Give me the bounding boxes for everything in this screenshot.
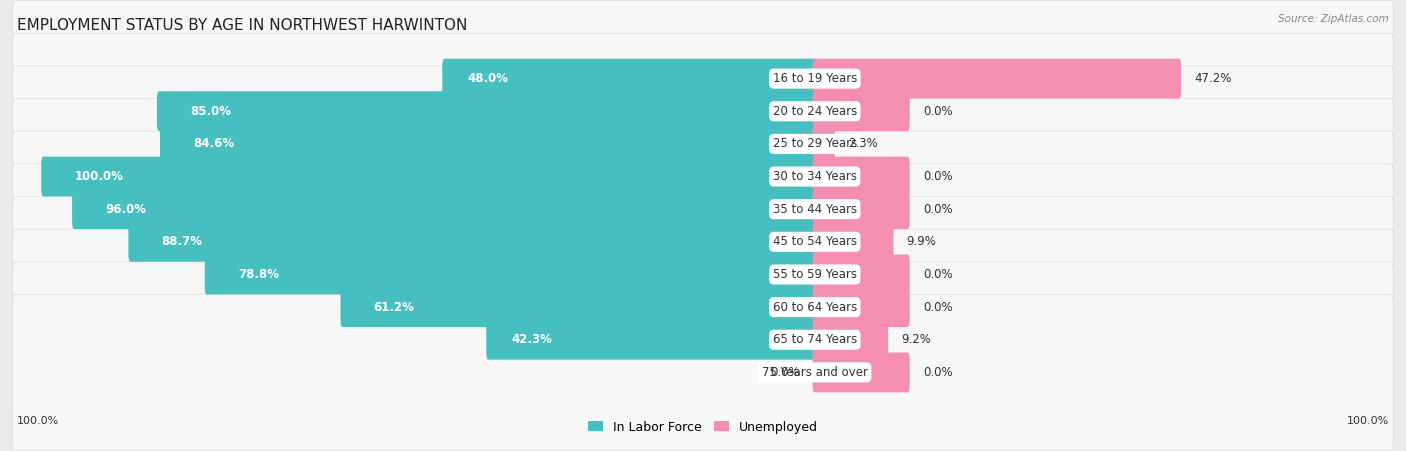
FancyBboxPatch shape (486, 320, 817, 359)
Text: 75 Years and over: 75 Years and over (762, 366, 868, 379)
Text: EMPLOYMENT STATUS BY AGE IN NORTHWEST HARWINTON: EMPLOYMENT STATUS BY AGE IN NORTHWEST HA… (17, 18, 467, 33)
FancyBboxPatch shape (813, 254, 910, 295)
Text: 60 to 64 Years: 60 to 64 Years (773, 301, 858, 313)
Text: 35 to 44 Years: 35 to 44 Years (773, 202, 856, 216)
FancyBboxPatch shape (13, 0, 1393, 156)
FancyBboxPatch shape (13, 66, 1393, 222)
FancyBboxPatch shape (41, 156, 817, 197)
Text: 0.0%: 0.0% (922, 268, 952, 281)
Legend: In Labor Force, Unemployed: In Labor Force, Unemployed (583, 416, 823, 439)
FancyBboxPatch shape (813, 222, 893, 262)
FancyBboxPatch shape (157, 92, 817, 131)
Text: 2.3%: 2.3% (848, 138, 877, 150)
Text: 20 to 24 Years: 20 to 24 Years (773, 105, 858, 118)
FancyBboxPatch shape (13, 197, 1393, 353)
FancyBboxPatch shape (13, 33, 1393, 189)
Text: 65 to 74 Years: 65 to 74 Years (773, 333, 858, 346)
Text: 100.0%: 100.0% (1347, 416, 1389, 426)
FancyBboxPatch shape (813, 287, 910, 327)
FancyBboxPatch shape (13, 295, 1393, 451)
FancyBboxPatch shape (13, 98, 1393, 254)
Text: 48.0%: 48.0% (468, 72, 509, 85)
Text: 100.0%: 100.0% (75, 170, 124, 183)
Text: 47.2%: 47.2% (1194, 72, 1232, 85)
Text: 0.0%: 0.0% (770, 366, 800, 379)
Text: 88.7%: 88.7% (162, 235, 202, 249)
FancyBboxPatch shape (813, 189, 910, 229)
Text: 61.2%: 61.2% (374, 301, 415, 313)
Text: 100.0%: 100.0% (17, 416, 59, 426)
FancyBboxPatch shape (443, 59, 817, 98)
Text: 42.3%: 42.3% (512, 333, 553, 346)
FancyBboxPatch shape (813, 59, 1181, 98)
Text: 45 to 54 Years: 45 to 54 Years (773, 235, 856, 249)
Text: 84.6%: 84.6% (193, 138, 235, 150)
Text: 16 to 19 Years: 16 to 19 Years (773, 72, 858, 85)
Text: 78.8%: 78.8% (238, 268, 278, 281)
Text: 0.0%: 0.0% (922, 105, 952, 118)
FancyBboxPatch shape (813, 124, 835, 164)
FancyBboxPatch shape (13, 262, 1393, 418)
FancyBboxPatch shape (813, 92, 910, 131)
FancyBboxPatch shape (813, 320, 889, 359)
Text: 96.0%: 96.0% (105, 202, 146, 216)
Text: 9.2%: 9.2% (901, 333, 931, 346)
Text: 0.0%: 0.0% (922, 366, 952, 379)
Text: 9.9%: 9.9% (907, 235, 936, 249)
FancyBboxPatch shape (160, 124, 817, 164)
FancyBboxPatch shape (205, 254, 817, 295)
Text: 85.0%: 85.0% (190, 105, 231, 118)
FancyBboxPatch shape (128, 222, 817, 262)
Text: 55 to 59 Years: 55 to 59 Years (773, 268, 856, 281)
Text: 0.0%: 0.0% (922, 202, 952, 216)
Text: Source: ZipAtlas.com: Source: ZipAtlas.com (1278, 14, 1389, 23)
FancyBboxPatch shape (340, 287, 817, 327)
FancyBboxPatch shape (813, 353, 910, 392)
Text: 0.0%: 0.0% (922, 170, 952, 183)
FancyBboxPatch shape (813, 156, 910, 197)
FancyBboxPatch shape (13, 131, 1393, 287)
FancyBboxPatch shape (13, 229, 1393, 385)
Text: 25 to 29 Years: 25 to 29 Years (773, 138, 858, 150)
Text: 30 to 34 Years: 30 to 34 Years (773, 170, 856, 183)
FancyBboxPatch shape (13, 164, 1393, 320)
FancyBboxPatch shape (72, 189, 817, 229)
Text: 0.0%: 0.0% (922, 301, 952, 313)
